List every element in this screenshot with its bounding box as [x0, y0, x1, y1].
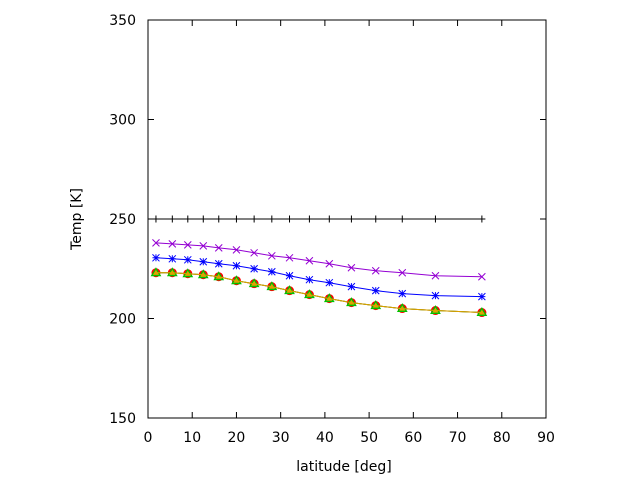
data-point: [478, 215, 486, 223]
data-point: [325, 215, 333, 223]
y-tick-label: 200: [109, 312, 136, 328]
x-tick-label: 50: [360, 430, 378, 446]
data-point: [371, 266, 380, 275]
data-point: [183, 255, 192, 264]
data-point: [233, 277, 240, 283]
data-point: [250, 215, 258, 223]
data-point: [250, 248, 258, 257]
y-tick-label: 250: [109, 212, 136, 228]
data-point: [305, 275, 314, 284]
data-point: [398, 268, 407, 277]
data-point: [215, 215, 223, 223]
data-point: [168, 215, 176, 223]
data-point: [214, 259, 223, 268]
series-2: [152, 253, 486, 301]
series-line: [156, 272, 482, 313]
data-point: [431, 271, 440, 280]
y-tick-label: 300: [109, 113, 136, 129]
data-point: [183, 241, 192, 249]
data-point: [432, 307, 439, 313]
data-point: [371, 286, 380, 295]
data-point: [168, 254, 177, 263]
data-point: [152, 253, 160, 262]
data-point: [285, 271, 294, 280]
data-point: [325, 259, 334, 268]
x-axis-title: latitude [deg]: [296, 459, 391, 475]
y-tick-label: 350: [109, 13, 136, 29]
x-tick-label: 30: [272, 430, 290, 446]
data-point: [199, 242, 208, 250]
series-5: [152, 269, 485, 315]
data-point: [372, 215, 380, 223]
series-1: [152, 239, 486, 281]
data-point: [431, 291, 440, 300]
data-point: [285, 253, 294, 262]
data-point: [152, 269, 160, 275]
x-tick-label: 80: [493, 430, 511, 446]
tick-labels: 0 10 20 30 40 50 60 70 80 90 150 200 250 300 350: [109, 13, 555, 446]
y-axis-title: Temp [K]: [69, 188, 85, 251]
data-point: [199, 215, 207, 223]
series-line: [155, 242, 482, 278]
data-point: [169, 269, 176, 275]
data-point: [232, 261, 241, 270]
data-point: [399, 305, 406, 311]
data-point: [326, 295, 333, 301]
data-point: [305, 256, 314, 265]
data-point: [347, 263, 356, 272]
data-point: [168, 240, 177, 248]
series-layer: [150, 215, 488, 318]
data-point: [152, 215, 160, 223]
data-point: [325, 278, 334, 287]
y-tick-label: 150: [109, 411, 136, 427]
x-tick-label: 0: [144, 430, 153, 446]
data-point: [347, 282, 356, 291]
data-point: [184, 215, 192, 223]
x-tick-label: 90: [537, 430, 555, 446]
data-point: [215, 273, 222, 279]
data-point: [478, 292, 486, 301]
data-point: [184, 270, 191, 276]
data-point: [372, 302, 379, 308]
data-point: [286, 215, 294, 223]
data-point: [200, 271, 207, 277]
x-tick-label: 60: [404, 430, 422, 446]
data-point: [267, 251, 276, 260]
data-point: [398, 215, 406, 223]
data-point: [232, 215, 240, 223]
data-point: [268, 283, 275, 289]
axis-ticks: [147, 19, 547, 419]
x-tick-label: 20: [228, 430, 246, 446]
data-point: [152, 239, 160, 247]
data-point: [199, 257, 208, 266]
series-line: [155, 257, 482, 298]
data-point: [268, 215, 276, 223]
data-point: [431, 215, 439, 223]
data-point: [286, 287, 293, 293]
x-tick-label: 10: [183, 430, 201, 446]
data-point: [478, 272, 486, 281]
data-point: [267, 267, 276, 276]
data-point: [250, 264, 258, 273]
data-point: [232, 245, 241, 254]
series-0: [152, 215, 486, 223]
data-point: [478, 309, 485, 315]
data-point: [347, 215, 355, 223]
data-point: [306, 291, 313, 297]
x-tick-label: 40: [316, 430, 334, 446]
data-point: [348, 299, 355, 305]
x-tick-label: 70: [449, 430, 467, 446]
data-point: [251, 280, 258, 286]
data-point: [214, 244, 223, 252]
data-point: [305, 215, 313, 223]
data-point: [398, 289, 407, 298]
